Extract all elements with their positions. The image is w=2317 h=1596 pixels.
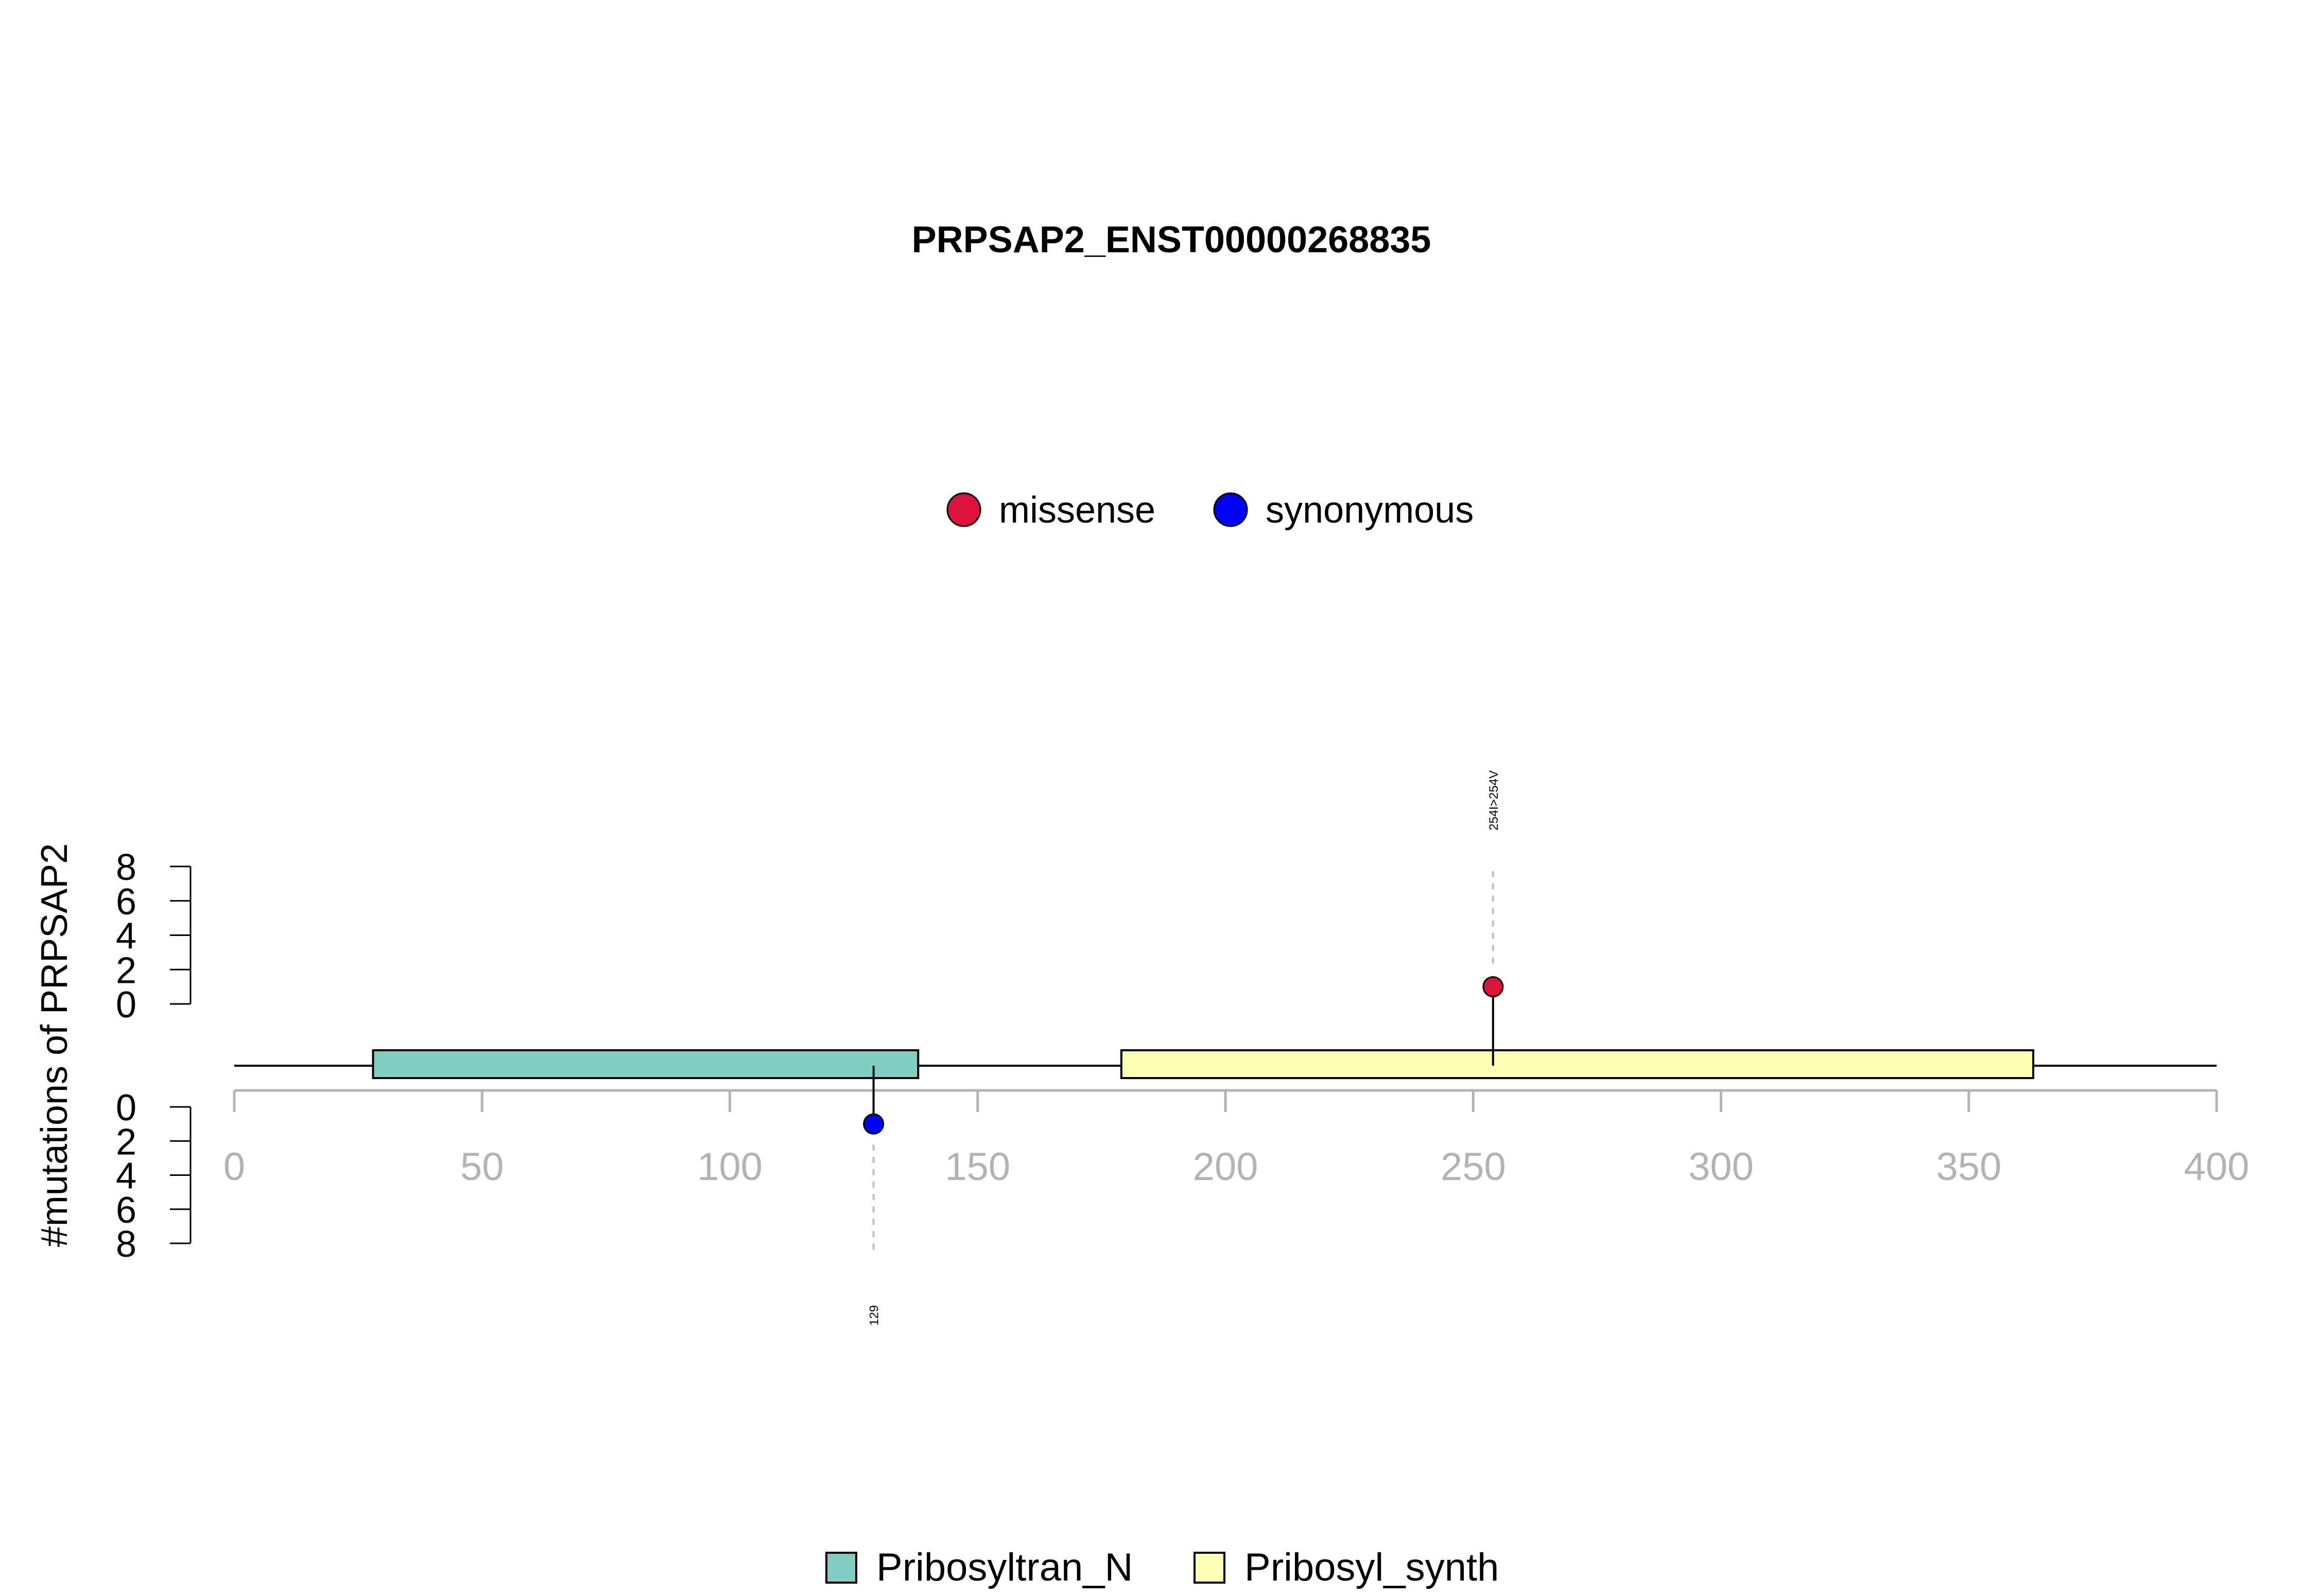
y-upper-tick-label: 8 (116, 847, 136, 888)
y-lower-tick-label: 6 (116, 1190, 136, 1231)
y-upper-tick-label: 2 (116, 950, 136, 991)
x-tick-label: 150 (945, 1145, 1010, 1189)
y-axis-label: #mutations of PRPSAP2 (34, 843, 75, 1247)
y-upper-tick-label: 4 (116, 916, 136, 957)
mutation-legend: missense synonymous (946, 490, 1474, 531)
y-lower-tick-label: 2 (116, 1121, 136, 1163)
legend-label-Pribosyltran_N: Pribosyltran_N (876, 1546, 1133, 1589)
domain-Pribosyl_synth (1120, 1049, 2034, 1079)
legend-label-synonymous: synonymous (1266, 490, 1474, 531)
mutation-point-missense (1482, 976, 1504, 998)
y-lower-tick-label: 0 (116, 1087, 136, 1129)
x-tick-label: 400 (2184, 1145, 2250, 1189)
mutation-label: 129 (868, 1305, 881, 1326)
domain-Pribosyltran_N (372, 1049, 920, 1079)
mutation-point-synonymous (863, 1113, 885, 1135)
legend-marker-synonymous (1213, 492, 1248, 527)
legend-label-Pribosyl_synth: Pribosyl_synth (1244, 1546, 1499, 1589)
chart-title: PRPSAP2_ENST00000268835 (912, 219, 1431, 261)
protein-domains (372, 1049, 2034, 1079)
x-tick-label: 100 (697, 1145, 763, 1189)
legend-swatch-Pribosyl_synth (1194, 1552, 1225, 1584)
x-tick-label: 350 (1936, 1145, 2001, 1189)
mutation-label: 254I>254V (1487, 770, 1501, 830)
x-tick-label: 50 (460, 1145, 504, 1189)
legend-marker-missense (946, 492, 981, 527)
legend-swatch-Pribosyltran_N (825, 1552, 857, 1584)
x-axis: 0 50 100 150 200 250 300 350 400 (223, 1089, 2250, 1189)
x-tick-label: 250 (1441, 1145, 1506, 1189)
y-upper-tick-label: 0 (116, 984, 136, 1026)
domain-legend: Pribosyltran_N Pribosyl_synth (825, 1546, 1499, 1589)
x-tick-label: 0 (223, 1145, 245, 1189)
y-upper-tick-label: 6 (116, 881, 136, 923)
y-lower-tick-label: 8 (116, 1224, 136, 1265)
mutation-lollipops: 254I>254V 129 (863, 770, 1504, 1326)
legend-label-missense: missense (999, 490, 1155, 531)
y-lower-tick-label: 4 (116, 1156, 136, 1197)
x-tick-label: 200 (1193, 1145, 1258, 1189)
x-tick-label: 300 (1688, 1145, 1754, 1189)
